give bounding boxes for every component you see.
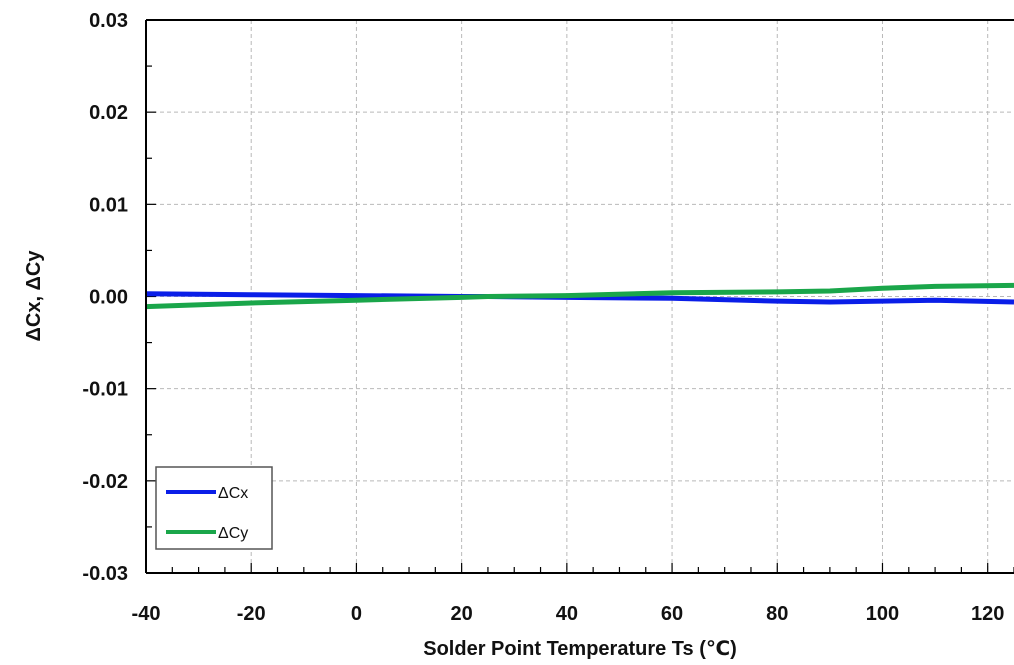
- y-tick-label: 0.01: [89, 194, 128, 216]
- y-tick-label: -0.01: [82, 379, 128, 401]
- legend-label-cx: ΔCx: [218, 485, 248, 502]
- x-tick-label: 20: [451, 603, 473, 625]
- x-axis-title: Solder Point Temperature Ts (℃): [423, 638, 737, 660]
- series-line-cx: [145, 291, 1014, 305]
- x-tick-label: -40: [132, 603, 161, 625]
- legend: ΔCx ΔCy: [155, 466, 273, 550]
- y-tick-label: -0.02: [82, 471, 128, 493]
- x-tick-label: 80: [766, 603, 788, 625]
- series-line-cy: [145, 282, 1014, 310]
- x-tick-label: 0: [351, 603, 362, 625]
- y-axis-title: ΔCx, ΔCy: [23, 250, 45, 342]
- x-tick-label: 60: [661, 603, 683, 625]
- y-tick-label: 0.00: [89, 287, 128, 309]
- x-tick-label: 100: [866, 603, 899, 625]
- x-tick-label: 120: [971, 603, 1004, 625]
- legend-label-cy: ΔCy: [218, 525, 248, 542]
- y-tick-label: 0.03: [89, 10, 128, 32]
- series-lines: [145, 282, 1014, 310]
- x-tick-labels: -40 -20 0 20 40 60 80 100 120: [132, 603, 1005, 625]
- x-tick-label: 40: [556, 603, 578, 625]
- legend-box: [155, 466, 273, 550]
- y-tick-labels: 0.03 0.02 0.01 0.00 -0.01 -0.02 -0.03: [82, 10, 128, 585]
- x-tick-label: -20: [237, 603, 266, 625]
- y-tick-label: 0.02: [89, 102, 128, 124]
- y-tick-label: -0.03: [82, 563, 128, 585]
